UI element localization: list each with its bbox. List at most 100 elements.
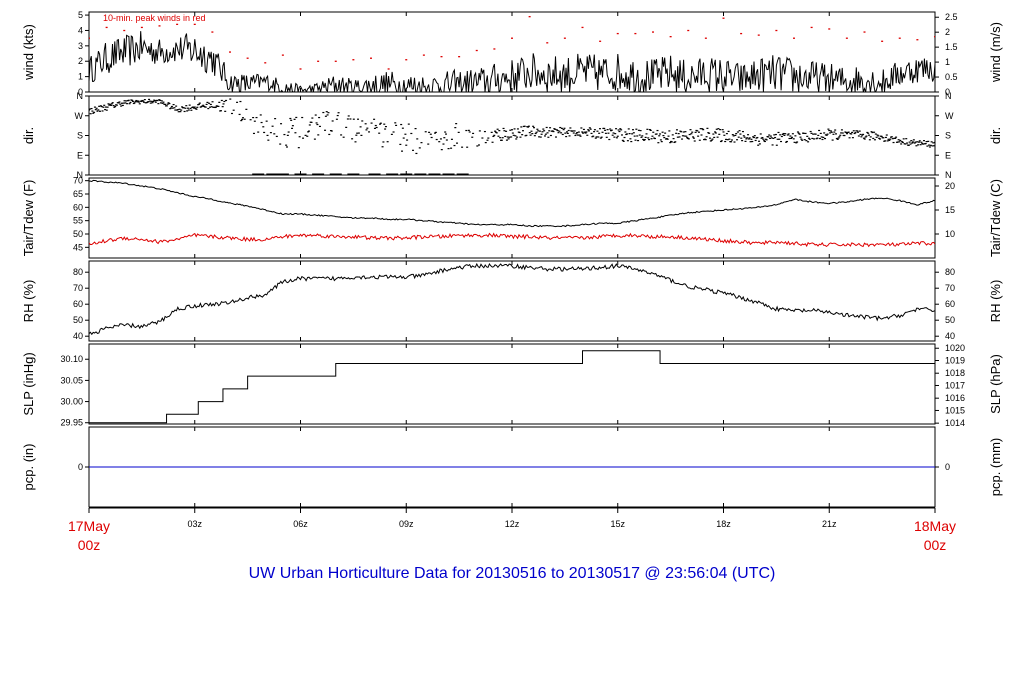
data-point-direction <box>880 135 883 138</box>
series-peak-wind <box>89 16 935 70</box>
data-point-direction <box>521 130 524 132</box>
y-tick-label-right: 2 <box>945 27 950 37</box>
data-point-direction <box>700 134 703 136</box>
y-tick-label-right: 2.5 <box>945 12 958 22</box>
panel-humidity: 40 40 50 50 60 60 70 70 80 80 RH (%) RH (%) <box>21 260 1003 342</box>
data-point-direction <box>859 133 862 136</box>
data-point-direction <box>351 138 354 140</box>
y-axis-title-right: RH (%) <box>988 280 1003 323</box>
data-point-direction <box>614 133 617 135</box>
data-point-direction <box>901 141 904 143</box>
y-axis-title: Tair/Tdew (F) <box>21 180 36 257</box>
data-point-direction <box>159 99 162 101</box>
y-tick-label: 40 <box>73 331 83 341</box>
data-point-direction <box>551 130 554 132</box>
data-point-direction <box>136 101 139 103</box>
data-point-direction <box>739 133 742 135</box>
data-point-direction <box>668 130 671 132</box>
data-point-direction <box>400 123 403 126</box>
data-point-direction <box>622 140 625 142</box>
x-tick-label: 09z <box>399 519 414 529</box>
data-point-direction <box>512 134 515 136</box>
data-point-direction <box>745 138 748 140</box>
data-point-direction <box>294 132 297 134</box>
data-point-direction <box>768 134 771 136</box>
data-point-direction <box>484 142 487 144</box>
data-point-direction <box>493 134 496 136</box>
data-point-direction <box>506 136 509 138</box>
data-point-direction <box>289 117 292 120</box>
y-tick-label-right: 1020 <box>945 343 965 353</box>
data-point-direction <box>707 132 710 134</box>
data-point-direction <box>721 129 724 131</box>
data-point-direction <box>747 138 750 140</box>
data-point-direction <box>740 137 743 139</box>
data-point-direction <box>192 107 195 109</box>
data-point-direction <box>450 138 453 140</box>
panel-frame <box>88 11 936 93</box>
data-point-direction <box>527 126 530 128</box>
data-point-direction <box>89 113 92 115</box>
data-point-direction <box>378 132 381 134</box>
data-point-direction <box>806 135 809 137</box>
data-point-direction <box>90 107 93 110</box>
data-point-direction <box>173 107 176 109</box>
y-tick-label-right: 70 <box>945 283 955 293</box>
data-point-direction <box>908 141 911 143</box>
data-point-direction <box>784 133 787 135</box>
data-point-direction <box>759 133 762 135</box>
y-axis-title-right: wind (m/s) <box>988 22 1003 83</box>
data-point-direction <box>742 135 745 137</box>
panel-pressure: 29.95 30.00 30.05 30.10 1014 1015 1016 1017 1018… <box>21 343 1003 428</box>
data-point-direction <box>873 139 876 141</box>
data-point-direction <box>111 102 114 104</box>
data-point-direction <box>728 138 731 140</box>
data-point-direction <box>555 129 558 131</box>
plot-area <box>89 350 935 424</box>
data-point-direction <box>688 133 691 136</box>
data-point-direction <box>149 102 152 104</box>
data-point-direction <box>599 137 602 139</box>
data-point-direction <box>906 142 909 144</box>
data-point-direction <box>631 133 634 135</box>
data-point-direction <box>601 131 604 133</box>
data-point-direction <box>857 131 860 133</box>
data-point-direction <box>266 134 269 137</box>
panel-frame <box>88 343 936 425</box>
data-point-direction <box>357 118 360 120</box>
data-point-direction <box>180 109 183 111</box>
data-point-direction <box>335 118 338 120</box>
data-point-direction <box>676 136 679 138</box>
data-point-direction <box>368 131 371 133</box>
data-point-direction <box>224 110 227 112</box>
data-point-direction <box>624 131 627 133</box>
data-point-direction <box>722 131 725 133</box>
data-point-direction <box>598 132 601 134</box>
data-point-direction <box>736 131 739 133</box>
data-point-direction <box>275 135 278 138</box>
data-point-direction <box>746 137 749 139</box>
data-point-direction <box>171 107 174 109</box>
plot-area <box>89 98 935 175</box>
data-point-direction <box>798 133 801 135</box>
data-point-direction <box>257 131 260 133</box>
data-point-peak <box>370 57 372 59</box>
y-tick-label-right: 10 <box>945 229 955 239</box>
data-point-direction <box>416 138 419 140</box>
data-point-direction <box>760 137 763 139</box>
data-point-direction-calm <box>266 173 279 175</box>
data-point-direction <box>686 137 689 139</box>
data-point-direction <box>692 137 695 139</box>
data-point-direction <box>169 108 172 110</box>
data-point-direction <box>374 124 377 127</box>
data-point-direction <box>593 129 596 131</box>
y-tick-label: 50 <box>73 229 83 239</box>
data-point-direction <box>508 136 511 138</box>
data-point-direction <box>194 107 197 110</box>
data-point-direction <box>209 103 212 106</box>
data-point-direction <box>705 136 708 138</box>
data-point-direction <box>824 137 827 140</box>
data-point-direction <box>782 132 785 135</box>
data-point-direction <box>301 116 304 119</box>
data-point-direction <box>647 137 650 139</box>
